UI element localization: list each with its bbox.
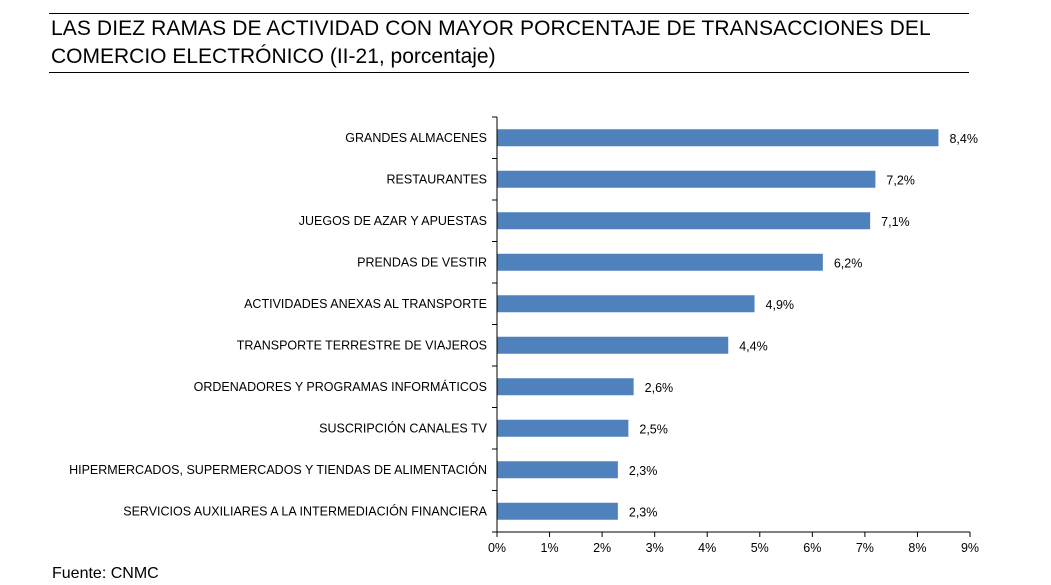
category-label-8: SUSCRIPCIÓN CANALES TV	[319, 420, 488, 435]
category-label-5: ACTIVIDADES ANEXAS AL TRANSPORTE	[244, 297, 487, 311]
data-label-5: 4,9%	[766, 298, 795, 312]
chart-title-line-2: COMERCIO ELECTRÓNICO (II-21, porcentaje)	[51, 45, 496, 68]
data-label-8: 2,5%	[639, 422, 668, 436]
data-label-7: 2,6%	[645, 381, 674, 395]
bar-8	[497, 419, 629, 437]
x-tick-label-1: 1%	[541, 541, 559, 555]
category-label-7: ORDENADORES Y PROGRAMAS INFORMÁTICOS	[194, 379, 487, 394]
source-note: Fuente: CNMC	[52, 565, 159, 582]
x-tick-label-4: 4%	[698, 541, 716, 555]
category-label-6: TRANSPORTE TERRESTRE DE VIAJEROS	[237, 338, 487, 352]
chart-header: LAS DIEZ RAMAS DE ACTIVIDAD CON MAYOR PO…	[49, 13, 969, 73]
bar-9	[497, 461, 618, 479]
category-label-10: SERVICIOS AUXILIARES A LA INTERMEDIACIÓN…	[123, 503, 487, 518]
bar-3	[497, 212, 871, 230]
bar-2	[497, 170, 876, 188]
x-tick-label-8: 8%	[908, 541, 926, 555]
category-label-1: GRANDES ALMACENES	[345, 131, 487, 145]
bar-1	[497, 129, 939, 147]
x-tick-label-0: 0%	[488, 541, 506, 555]
x-tick-label-3: 3%	[646, 541, 664, 555]
category-label-3: JUEGOS DE AZAR Y APUESTAS	[299, 214, 487, 228]
data-label-10: 2,3%	[629, 505, 658, 519]
bar-6	[497, 336, 729, 354]
data-label-1: 8,4%	[949, 132, 978, 146]
top-rule	[49, 13, 969, 14]
bar-10	[497, 502, 618, 520]
category-label-9: HIPERMERCADOS, SUPERMERCADOS Y TIENDAS D…	[69, 462, 487, 477]
data-label-9: 2,3%	[629, 464, 658, 478]
data-label-3: 7,1%	[881, 215, 910, 229]
bar-4	[497, 253, 823, 271]
bottom-rule	[49, 72, 969, 73]
data-label-4: 6,2%	[834, 256, 863, 270]
data-label-6: 4,4%	[739, 339, 768, 353]
x-tick-label-7: 7%	[856, 541, 874, 555]
category-label-2: RESTAURANTES	[387, 172, 487, 186]
category-label-4: PRENDAS DE VESTIR	[357, 255, 487, 269]
x-tick-label-6: 6%	[803, 541, 821, 555]
bar-5	[497, 295, 755, 313]
bar-7	[497, 378, 634, 396]
x-tick-label-2: 2%	[593, 541, 611, 555]
data-label-2: 7,2%	[886, 173, 915, 187]
x-tick-label-9: 9%	[961, 541, 979, 555]
chart-title-line-1: LAS DIEZ RAMAS DE ACTIVIDAD CON MAYOR PO…	[51, 17, 931, 40]
x-tick-label-5: 5%	[751, 541, 769, 555]
